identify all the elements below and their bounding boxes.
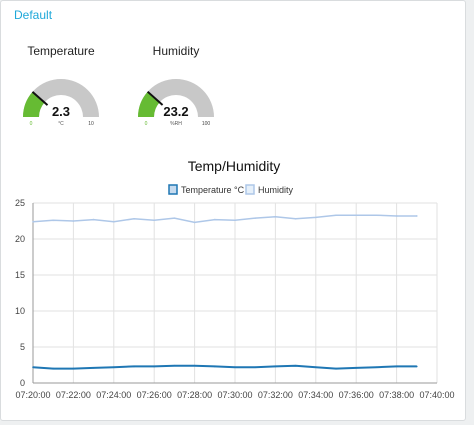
humidity-gauge-needle: [146, 90, 164, 106]
humidity-data-point: [193, 221, 196, 224]
temperature-data-point: [214, 365, 216, 368]
y-tick-label: 5: [20, 342, 25, 352]
temperature-data-point: [395, 365, 398, 368]
legend-swatch-humidity: [245, 184, 255, 195]
humidity-gauge-min: 0: [145, 121, 148, 127]
temperature-data-point: [234, 366, 236, 368]
temperature-gauge-track: [23, 79, 99, 117]
dashboard-card: Default Temperature Humidity 2.3 °C 0 10 23…: [0, 0, 466, 421]
temperature-data-point: [193, 364, 196, 367]
chart-title: Temp/Humidity: [188, 158, 281, 174]
humidity-gauge-track: [138, 79, 214, 117]
y-tick-label: 0: [20, 378, 25, 388]
humidity-data-point: [395, 215, 398, 217]
temperature-gauge: 2.3 °C 0 10: [23, 79, 99, 127]
temperature-data-point: [32, 366, 34, 368]
humidity-data-point: [52, 219, 54, 222]
x-tick-label: 07:26:00: [137, 390, 172, 400]
temperature-data-point: [113, 366, 115, 368]
temperature-gauge-max: 10: [88, 121, 94, 127]
humidity-data-point: [32, 220, 34, 223]
humidity-data-point: [294, 218, 297, 220]
x-tick-label: 07:22:00: [56, 390, 91, 400]
humidity-gauge-max: 100: [202, 121, 211, 127]
x-tick-label: 07:34:00: [298, 390, 333, 400]
temperature-data-point: [375, 366, 378, 368]
y-tick-label: 20: [15, 234, 25, 244]
x-tick-label: 07:28:00: [177, 390, 212, 400]
x-tick-label: 07:24:00: [96, 390, 131, 400]
x-tick-label: 07:36:00: [339, 390, 374, 400]
temperature-data-point: [254, 366, 256, 368]
temperature-data-point: [92, 367, 95, 369]
x-tick-label: 07:40:00: [419, 390, 454, 400]
temperature-data-point: [294, 364, 297, 367]
humidity-data-point: [234, 219, 236, 222]
temperature-series-line: [32, 364, 417, 370]
x-tick-label: 07:30:00: [217, 390, 252, 400]
y-tick-label: 10: [15, 306, 25, 316]
temperature-data-point: [133, 365, 135, 368]
humidity-data-point: [214, 218, 216, 221]
legend-swatch-temperature: [168, 184, 178, 195]
y-tick-label: 15: [15, 270, 25, 280]
x-tick-label: 07:32:00: [258, 390, 293, 400]
temperature-gauge-needle: [31, 91, 49, 106]
temp-humidity-chart: Temp/Humidity Temperature °C Humidity 0 5 10 1…: [15, 158, 455, 400]
temperature-gauge-value: 2.3: [52, 104, 70, 119]
humidity-gauge-unit: %RH: [170, 121, 182, 127]
humidity-gauge-title: Humidity: [152, 44, 200, 58]
humidity-data-point: [355, 214, 358, 217]
x-tick-label: 07:20:00: [15, 390, 50, 400]
temperature-data-point: [153, 365, 155, 368]
humidity-data-point: [274, 215, 277, 218]
humidity-gauge: 23.2 %RH 0 100: [138, 79, 214, 127]
legend-label-temperature: Temperature °C: [181, 185, 245, 195]
y-tick-label: 25: [15, 198, 25, 208]
x-tick-label: 07:38:00: [379, 390, 414, 400]
legend-label-humidity: Humidity: [258, 185, 294, 195]
humidity-data-point: [92, 218, 95, 221]
humidity-series-line: [32, 214, 417, 224]
temperature-data-point: [274, 365, 277, 368]
humidity-data-point: [153, 219, 155, 222]
humidity-data-point: [375, 214, 378, 217]
humidity-data-point: [416, 215, 418, 217]
humidity-data-point: [254, 217, 256, 219]
humidity-data-point: [173, 217, 176, 219]
temperature-gauge-min: 0: [30, 121, 33, 127]
temperature-data-point: [52, 367, 54, 370]
temperature-data-point: [72, 367, 75, 370]
humidity-data-point: [113, 220, 115, 223]
temperature-gauge-unit: °C: [58, 121, 64, 127]
temperature-data-point: [416, 365, 418, 368]
temperature-data-point: [335, 367, 337, 370]
humidity-data-point: [315, 216, 317, 219]
temperature-data-point: [355, 367, 358, 369]
humidity-data-point: [72, 220, 75, 222]
group-title: Default: [14, 8, 53, 22]
humidity-data-point: [335, 214, 337, 217]
temperature-data-point: [173, 364, 176, 367]
temperature-data-point: [315, 366, 317, 368]
humidity-data-point: [133, 218, 135, 220]
temperature-gauge-title: Temperature: [27, 44, 95, 58]
humidity-gauge-value: 23.2: [163, 104, 188, 119]
